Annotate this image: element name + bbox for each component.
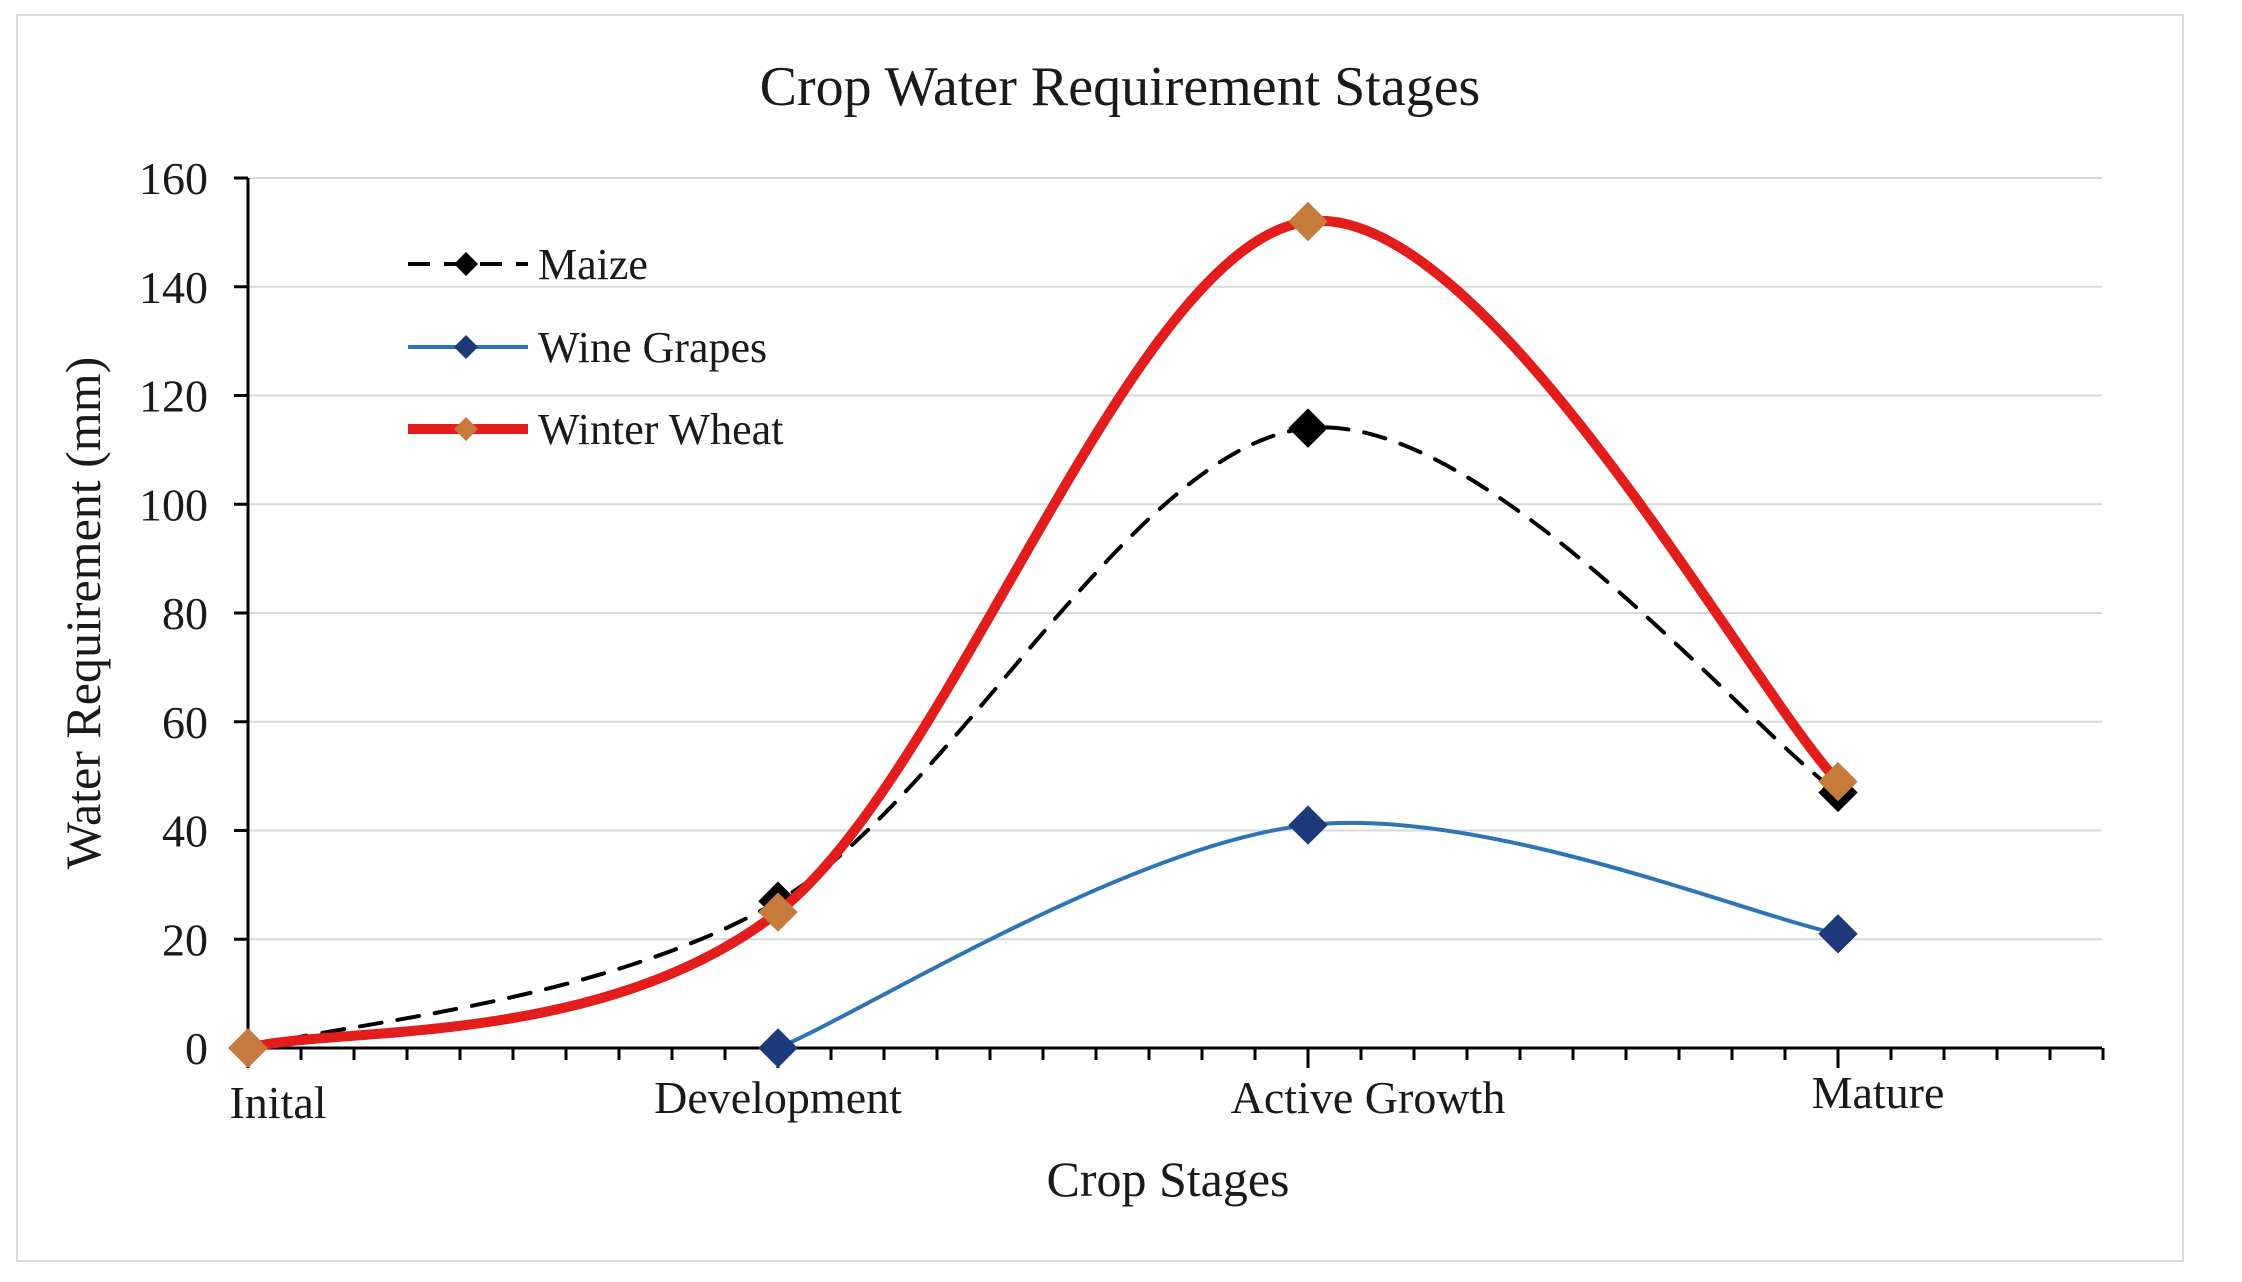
- y-tick-label: 0: [185, 1023, 208, 1074]
- marker-winter-wheat: [1288, 201, 1328, 242]
- series-line-maize: [246, 425, 1840, 1050]
- legend-item-maize: Maize: [408, 240, 648, 289]
- marker-winter-wheat: [228, 1028, 268, 1068]
- marker-winter-wheat: [758, 892, 798, 932]
- gridlines: [248, 177, 2102, 941]
- series-wine-grapes: [758, 805, 1858, 1068]
- y-tick-label: 20: [162, 914, 208, 965]
- y-tick-label: 100: [139, 479, 208, 530]
- y-tick-label: 140: [139, 262, 208, 313]
- legend-label-winter-wheat: Winter Wheat: [538, 405, 783, 454]
- y-tick-label: 160: [139, 153, 208, 204]
- axes: 0 20 40 60 80 100 120 140 160 Inital Development Ac…: [139, 153, 2105, 1128]
- marker-wine-grapes: [758, 1028, 798, 1068]
- series-winter-wheat: [228, 201, 1858, 1068]
- y-tick-label: 80: [162, 588, 208, 639]
- marker-wine-grapes: [1818, 914, 1858, 954]
- y-tick-label: 60: [162, 697, 208, 748]
- legend-marker-maize: [454, 252, 478, 276]
- y-axis-title: Water Requirement (mm): [55, 357, 111, 869]
- legend-marker-wine-grapes: [454, 335, 478, 359]
- x-axis-title: Crop Stages: [1046, 1151, 1289, 1207]
- y-tick-label: 40: [162, 806, 208, 857]
- marker-winter-wheat: [1818, 761, 1858, 802]
- series-line-wine-grapes: [776, 820, 1840, 1050]
- legend-item-winter-wheat: Winter Wheat: [408, 405, 783, 454]
- series-layer: [228, 201, 1858, 1068]
- legend-label-maize: Maize: [538, 240, 648, 289]
- y-tick-label: 120: [139, 371, 208, 422]
- series-maize: [228, 408, 1858, 1068]
- marker-maize: [1288, 408, 1328, 448]
- series-line-winter-wheat: [243, 215, 1843, 1053]
- x-tick-label: Active Growth: [1231, 1072, 1506, 1123]
- marker-wine-grapes: [1288, 805, 1328, 845]
- x-tick-label: Inital: [229, 1077, 326, 1128]
- legend-marker-winter-wheat: [454, 417, 478, 441]
- chart-frame: [16, 14, 2184, 1262]
- legend-item-wine-grapes: Wine Grapes: [408, 323, 767, 372]
- legend: Maize Wine Grapes Winter Wheat: [408, 240, 783, 454]
- x-tick-label: Development: [654, 1072, 902, 1123]
- chart-title: Crop Water Requirement Stages: [760, 56, 1481, 118]
- legend-label-wine-grapes: Wine Grapes: [538, 323, 767, 372]
- x-tick-label: Mature: [1812, 1067, 1945, 1118]
